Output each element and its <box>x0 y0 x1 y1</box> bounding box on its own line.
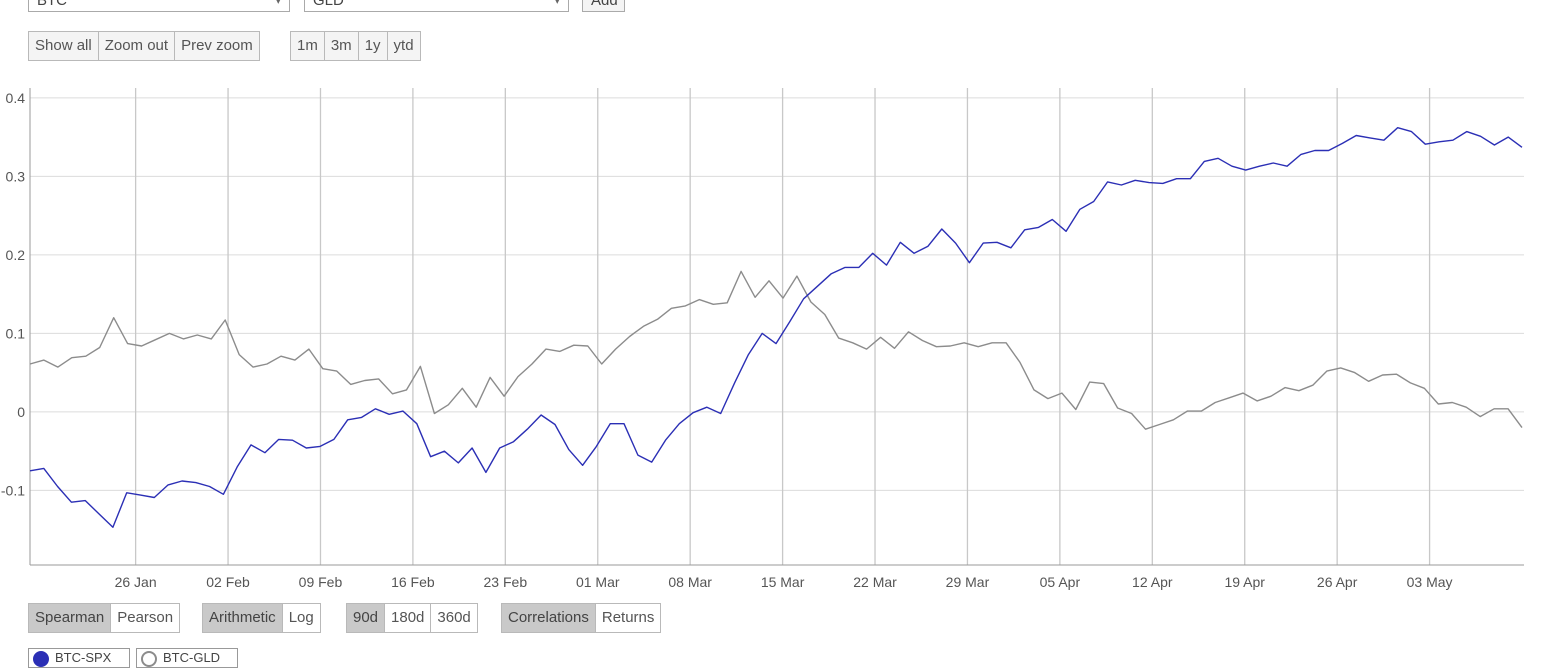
y-tick-label: -0.1 <box>1 482 25 498</box>
returns-button[interactable]: Returns <box>595 603 662 633</box>
range-1y-button[interactable]: 1y <box>358 31 388 61</box>
add-button[interactable]: Add <box>582 0 625 12</box>
x-tick-label: 03 May <box>1407 574 1453 590</box>
x-tick-label: 05 Apr <box>1040 574 1081 590</box>
legend-label: BTC-GLD <box>163 650 221 665</box>
zoom-button-group: Show all Zoom out Prev zoom <box>28 31 260 61</box>
x-tick-label: 15 Mar <box>761 574 805 590</box>
legend-label: BTC-SPX <box>55 650 112 665</box>
chevron-down-icon: ▾ <box>275 0 281 7</box>
legend-item-btc-spx[interactable]: BTC-SPX <box>28 648 130 668</box>
spearman-button[interactable]: Spearman <box>28 603 112 633</box>
correlation-chart[interactable]: 0.4 0.3 0.2 0.1 0 -0.1 26 Jan 02 Feb 09 Feb 16 Fe… <box>0 80 1550 598</box>
add-button-label: Add <box>591 0 618 9</box>
asset1-select[interactable]: BTC ▾ <box>28 0 290 12</box>
range-3m-button[interactable]: 3m <box>324 31 359 61</box>
legend-item-btc-gld[interactable]: BTC-GLD <box>136 648 238 668</box>
series-color-dot <box>141 651 157 667</box>
prev-zoom-button[interactable]: Prev zoom <box>175 31 260 61</box>
window-360d-button[interactable]: 360d <box>431 603 478 633</box>
y-tick-label: 0.2 <box>6 247 26 263</box>
x-tick-label: 16 Feb <box>391 574 435 590</box>
y-tick-label: 0.1 <box>6 325 26 341</box>
view-toggle-group: Correlations Returns <box>501 603 662 633</box>
x-tick-label: 01 Mar <box>576 574 620 590</box>
window-180d-button[interactable]: 180d <box>385 603 432 633</box>
y-tick-label: 0.3 <box>6 168 26 184</box>
window-90d-button[interactable]: 90d <box>346 603 386 633</box>
correlations-button[interactable]: Correlations <box>501 603 596 633</box>
x-tick-label: 08 Mar <box>668 574 712 590</box>
y-tick-label: 0 <box>17 404 25 420</box>
scale-toggle-group: Arithmetic Log <box>202 603 321 633</box>
x-tick-label: 22 Mar <box>853 574 897 590</box>
chevron-down-icon: ▾ <box>554 0 560 7</box>
log-button[interactable]: Log <box>282 603 321 633</box>
method-toggle-group: Spearman Pearson <box>28 603 181 633</box>
x-tick-label: 12 Apr <box>1132 574 1173 590</box>
y-tick-label: 0.4 <box>6 90 26 106</box>
x-tick-label: 09 Feb <box>299 574 343 590</box>
series-line-btc-spx[interactable] <box>29 127 1523 528</box>
range-ytd-button[interactable]: ytd <box>387 31 421 61</box>
asset2-select[interactable]: GLD ▾ <box>304 0 569 12</box>
zoom-out-button[interactable]: Zoom out <box>98 31 176 61</box>
x-tick-label: 02 Feb <box>206 574 250 590</box>
series-line-btc-gld[interactable] <box>29 270 1523 430</box>
x-tick-label: 29 Mar <box>946 574 990 590</box>
range-1m-button[interactable]: 1m <box>290 31 325 61</box>
range-button-group: 1m 3m 1y ytd <box>290 31 421 61</box>
series-color-dot <box>33 651 49 667</box>
asset2-select-value: GLD <box>313 0 344 9</box>
arithmetic-button[interactable]: Arithmetic <box>202 603 283 633</box>
show-all-button[interactable]: Show all <box>28 31 99 61</box>
x-tick-label: 26 Jan <box>115 574 157 590</box>
x-tick-label: 23 Feb <box>484 574 528 590</box>
window-toggle-group: 90d 180d 360d <box>346 603 478 633</box>
asset1-select-value: BTC <box>37 0 67 9</box>
x-tick-label: 26 Apr <box>1317 574 1358 590</box>
x-tick-label: 19 Apr <box>1224 574 1265 590</box>
pearson-button[interactable]: Pearson <box>111 603 181 633</box>
